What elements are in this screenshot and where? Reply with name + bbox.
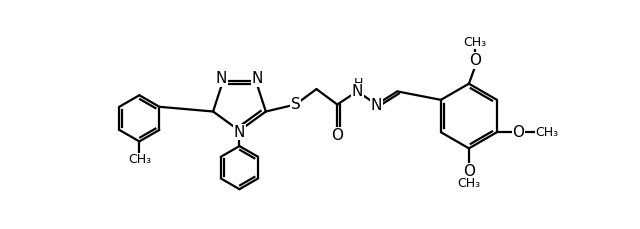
Text: CH₃: CH₃ [536, 126, 559, 139]
Text: O: O [469, 53, 481, 68]
Text: N: N [252, 71, 263, 87]
Text: O: O [513, 125, 524, 140]
Text: S: S [291, 97, 301, 112]
Text: CH₃: CH₃ [463, 36, 486, 49]
Text: N: N [371, 98, 382, 113]
Text: CH₃: CH₃ [128, 153, 151, 166]
Text: N: N [216, 71, 227, 87]
Text: O: O [463, 164, 475, 179]
Text: CH₃: CH₃ [458, 177, 481, 190]
Text: N: N [234, 125, 245, 140]
Text: O: O [332, 128, 343, 143]
Text: N: N [351, 84, 363, 99]
Text: H: H [353, 77, 363, 90]
